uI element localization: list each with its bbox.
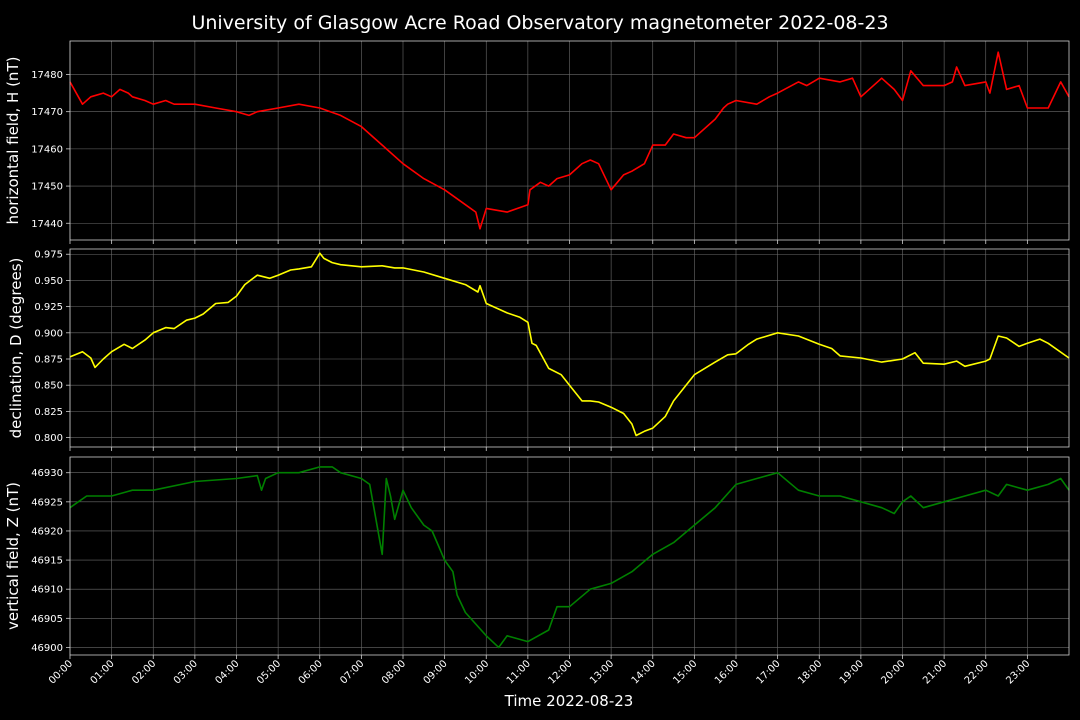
x-tick-label: 01:00 (89, 658, 117, 686)
x-tick-label: 02:00 (130, 658, 158, 686)
panel-frame (69, 248, 1070, 448)
y-axis-label: vertical field, Z (nT) (4, 482, 22, 630)
x-tick-label: 14:00 (630, 658, 658, 686)
x-tick-label: 22:00 (963, 658, 991, 686)
x-tick-label: 08:00 (380, 658, 408, 686)
series-line (69, 51, 1070, 230)
chart-panels: 17440 17450 17460 17470 17480 horizontal fiel… (4, 40, 1070, 687)
x-tick-label: 23:00 (1004, 658, 1032, 686)
chart-title: University of Glasgow Acre Road Observat… (191, 12, 888, 34)
x-tick-label: 18:00 (796, 658, 824, 686)
x-tick-label: 17:00 (755, 658, 783, 686)
y-tick-label: 17480 (31, 70, 63, 81)
x-tick-label: 16:00 (713, 658, 741, 686)
x-tick-label: 05:00 (255, 658, 283, 686)
x-tick-label: 15:00 (671, 658, 699, 686)
y-tick-label: 46915 (31, 556, 63, 567)
y-tick-label: 0.825 (34, 407, 63, 418)
series-line (69, 466, 1070, 649)
y-tick-label: 46900 (31, 643, 63, 654)
y-tick-label: 46910 (31, 585, 63, 596)
y-tick-label: 0.975 (34, 250, 63, 261)
x-tick-label: 19:00 (838, 658, 866, 686)
x-tick-label: 07:00 (338, 658, 366, 686)
y-axis-label: horizontal field, H (nT) (4, 57, 22, 225)
x-tick-label: 12:00 (546, 658, 574, 686)
panel-frame (69, 40, 1070, 241)
y-tick-label: 17470 (31, 107, 63, 118)
x-tick-label: 04:00 (213, 658, 241, 686)
y-tick-label: 0.850 (34, 381, 63, 392)
y-tick-label: 46905 (31, 614, 63, 625)
x-axis-label: Time 2022-08-23 (504, 692, 634, 710)
x-tick-label: 06:00 (297, 658, 325, 686)
y-tick-label: 0.925 (34, 302, 63, 313)
y-tick-label: 17450 (31, 182, 63, 193)
x-tick-label: 13:00 (588, 658, 616, 686)
y-axis-label: declination, D (degrees) (7, 258, 25, 439)
x-tick-label: 20:00 (879, 658, 907, 686)
y-tick-label: 46925 (31, 497, 63, 508)
y-tick-label: 0.800 (34, 433, 63, 444)
y-tick-label: 17460 (31, 144, 63, 155)
x-tick-label: 21:00 (921, 658, 949, 686)
y-tick-label: 0.950 (34, 276, 63, 287)
y-tick-label: 0.875 (34, 355, 63, 366)
panel-frame (69, 456, 1070, 656)
x-tick-label: 10:00 (463, 658, 491, 686)
x-tick-label: 03:00 (172, 658, 200, 686)
x-tick-label: 11:00 (505, 658, 533, 686)
series-line (69, 252, 1070, 437)
y-tick-label: 0.900 (34, 328, 63, 339)
x-tick-label: 09:00 (422, 658, 450, 686)
y-tick-label: 46920 (31, 526, 63, 537)
x-tick-label: 00:00 (47, 658, 75, 686)
y-tick-label: 46930 (31, 468, 63, 479)
y-tick-label: 17440 (31, 219, 63, 230)
